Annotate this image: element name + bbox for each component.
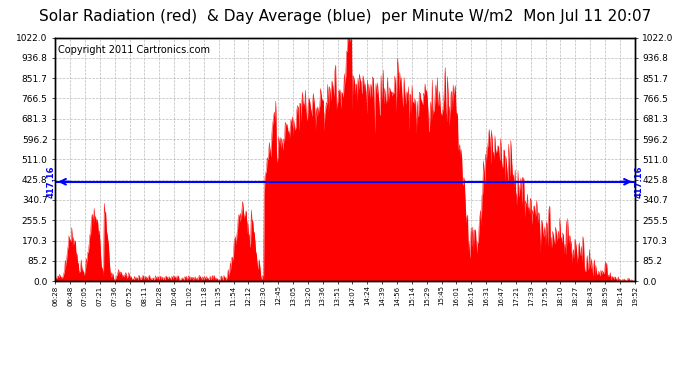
Text: 417.16: 417.16 [635, 165, 644, 198]
Text: Solar Radiation (red)  & Day Average (blue)  per Minute W/m2  Mon Jul 11 20:07: Solar Radiation (red) & Day Average (blu… [39, 9, 651, 24]
Text: 417.16: 417.16 [46, 165, 55, 198]
Text: Copyright 2011 Cartronics.com: Copyright 2011 Cartronics.com [58, 45, 210, 55]
